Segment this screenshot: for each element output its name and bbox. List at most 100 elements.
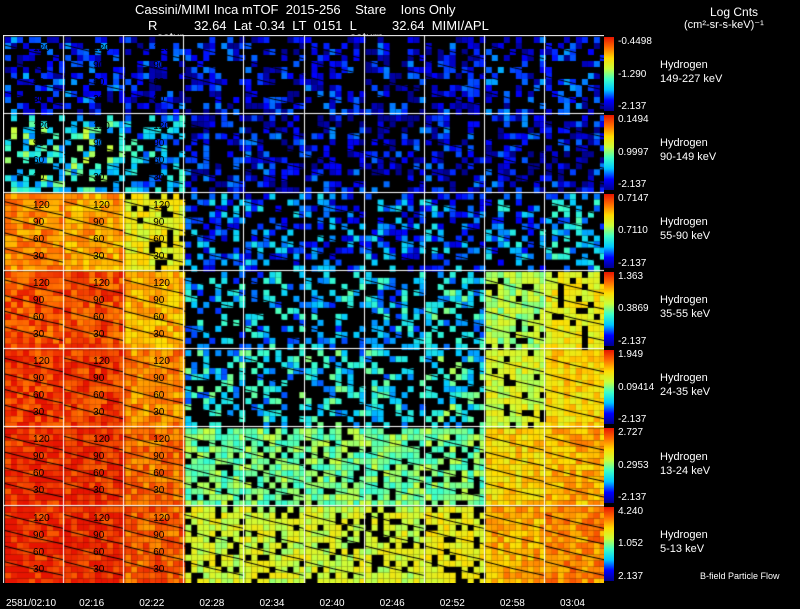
pitch-angle-label: 120 [93,434,110,446]
energy-band-label: Hydrogen 149-227 keV [660,58,722,86]
pitch-angle-label: 60 [93,77,105,89]
pitch-angle-label: 30 [153,563,165,575]
colorbar-min-label: -2.137 [618,101,647,113]
pitch-angle-label: 60 [153,546,165,558]
pitch-angle-label: 120 [153,199,170,211]
pitch-angle-label: 60 [153,155,165,167]
band-species: Hydrogen [660,215,708,228]
band-species: Hydrogen [660,59,708,72]
band-energy: 90-149 keV [660,151,717,164]
time-label: 02:46 [379,598,405,609]
pitch-angle-label: 120 [93,277,110,289]
time-label: 02:58 [499,598,525,609]
pitch-angle-label: 60 [153,390,165,402]
pitch-angle-label: 90 [153,294,165,306]
pitch-angle-label: 30 [33,563,45,575]
pitch-angle-label: 60 [153,468,165,480]
colorbar [604,506,614,581]
header-r-label: R [148,18,158,33]
pitch-angle-label: 120 [93,199,110,211]
pitch-angle-label: 60 [153,311,165,323]
pitch-angle-label: 120 [33,121,50,133]
time-label: 02:22 [139,598,165,609]
colorbar-max-label: -0.4498 [618,36,652,47]
units-title: Log Cnts [710,5,759,19]
pitch-angle-label: 60 [33,390,45,402]
energy-band-label: Hydrogen 24-35 keV [660,371,710,399]
band-species: Hydrogen [660,137,708,150]
energy-image-grid [3,35,604,583]
colorbar-mid-label: 0.7110 [618,225,648,237]
pitch-angle-label: 30 [153,328,165,340]
colorbar-max-label: 2.727 [618,427,644,439]
pitch-angle-label: 60 [93,468,105,480]
pitch-angle-label: 120 [33,512,50,524]
pitch-angle-label: 60 [153,77,165,89]
colorbar-max-label: 1.363 [618,270,644,282]
colorbar [604,350,614,425]
pitch-angle-label: 60 [93,233,105,245]
pitch-angle-label: 60 [33,311,45,323]
colorbar-min-label: -2.137 [618,335,647,347]
header-position: 32.64 Lat -0.34 LT 0151 L [194,18,357,33]
pitch-angle-label: 120 [93,121,110,133]
colorbar-max-label: 1.949 [618,349,644,361]
pitch-angle-label: 90 [93,294,105,306]
pitch-angle-label: 120 [93,356,110,368]
pitch-angle-label: 120 [33,199,50,211]
pitch-angle-label: 90 [33,451,45,463]
band-energy: 149-227 keV [660,73,723,86]
band-energy: 55-90 keV [660,229,711,242]
time-label: 02:34 [259,598,285,609]
pitch-angle-label: 30 [93,328,105,340]
colorbar-mid-label: -1.290 [618,68,647,80]
pitch-angle-label: 60 [33,546,45,558]
pitch-angle-label: 90 [33,294,45,306]
colorbar-mid-label: 0.3869 [618,303,649,315]
pitch-angle-label: 90 [33,529,45,541]
pitch-angle-label: 90 [93,138,105,150]
colorbar-min-label: -2.137 [618,492,647,504]
energy-band-label: Hydrogen 55-90 keV [660,215,710,243]
pitch-angle-label: 30 [153,407,165,419]
time-label: 02:40 [319,598,345,609]
pitch-angle-label: 120 [153,512,170,524]
pitch-angle-label: 120 [33,277,50,289]
pitch-angle-label: 60 [93,155,105,167]
colorbar-min-label: -2.137 [618,179,647,191]
pitch-angle-label: 60 [93,311,105,323]
pitch-angle-label: 90 [33,216,45,228]
pitch-angle-label: 120 [93,43,110,54]
band-species: Hydrogen [660,294,708,306]
colorbar-min-label: 2.137 [618,570,644,582]
pitch-angle-label: 90 [153,451,165,463]
pitch-angle-label: 90 [93,216,105,228]
colorbar [604,193,614,268]
pitch-angle-label: 30 [33,485,45,497]
colorbar-mid-label: 0.09414 [618,381,655,393]
pitch-angle-label: 30 [33,172,45,184]
pitch-angle-label: 120 [33,43,50,54]
pitch-angle-label: 90 [153,60,165,72]
energy-band-label: Hydrogen 5-13 keV [660,528,708,556]
time-label: 02:28 [199,598,225,609]
colorbar-mid-label: 1.052 [618,538,644,550]
pitch-angle-label: 30 [33,250,45,262]
units-label: (cm²-sr-s-keV)⁻¹ [684,19,764,31]
pitch-angle-label: 90 [33,138,45,150]
pitch-angle-label: 60 [33,155,45,167]
band-species: Hydrogen [660,528,708,541]
pitch-angle-label: 30 [93,485,105,497]
colorbar [604,115,614,190]
footer-legend: B-field Particle Flow [700,571,780,581]
colorbar-mid-label: 0.2953 [618,459,649,471]
band-species: Hydrogen [660,372,708,385]
pitch-angle-label: 90 [33,60,45,72]
pitch-angle-label: 120 [153,43,170,54]
colorbar-max-label: 0.7147 [618,192,649,204]
pitch-angle-label: 120 [153,356,170,368]
pitch-angle-label: 90 [153,373,165,385]
pitch-angle-label: 60 [153,233,165,245]
pitch-angle-label: 120 [153,434,170,446]
pitch-angle-label: 90 [93,451,105,463]
